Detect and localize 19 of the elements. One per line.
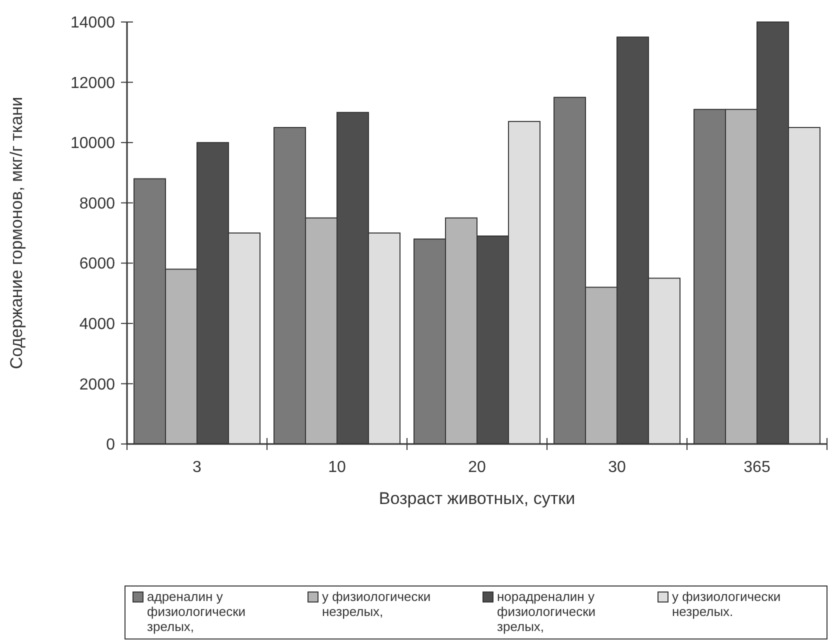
- y-tick-label: 10000: [70, 135, 116, 152]
- x-tick-label: 365: [744, 459, 770, 476]
- y-axis-title: Содержание гормонов, мкг/г ткани: [7, 96, 26, 370]
- x-tick-label: 20: [468, 459, 486, 476]
- legend-label: адреналин у физиологически зрелых,: [147, 589, 246, 634]
- legend-label: у физиологически незрелых,: [322, 589, 431, 619]
- x-tick-label: 30: [608, 459, 626, 476]
- y-tick-label: 2000: [79, 376, 116, 394]
- x-tick-label: 10: [328, 459, 346, 476]
- y-tick-label: 4000: [79, 316, 116, 334]
- y-tick-label: 12000: [70, 74, 116, 92]
- x-axis-title: Возраст животных, сутки: [378, 489, 576, 508]
- legend-label: норадреналин у физиологически зрелых,: [497, 589, 596, 634]
- x-tick-label: 3: [192, 459, 202, 476]
- y-tick-label: 0: [106, 436, 116, 454]
- y-tick-label: 8000: [79, 195, 116, 212]
- legend-label: у физиологически незрелых.: [672, 589, 781, 619]
- y-tick-label: 14000: [70, 14, 116, 32]
- y-tick-label: 6000: [79, 256, 116, 273]
